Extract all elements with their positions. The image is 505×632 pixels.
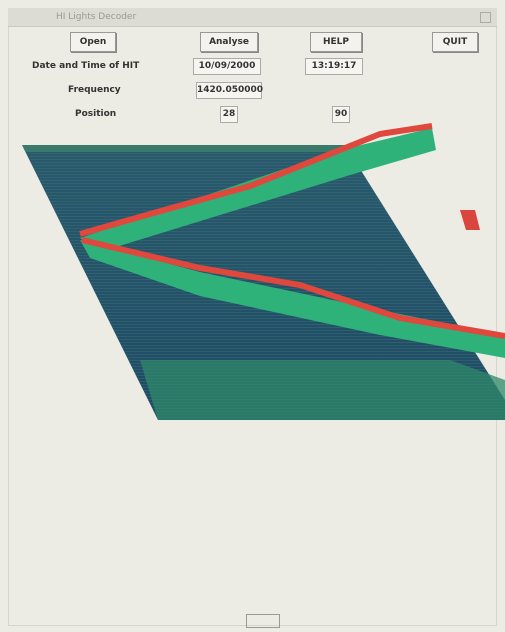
- top-edge: [22, 145, 350, 152]
- noise-band: [140, 360, 505, 420]
- waterfall-plot: [0, 0, 505, 632]
- side-peak: [460, 210, 480, 230]
- status-indicator: [246, 614, 280, 628]
- app-window: HI Lights Decoder Open Analyse HELP QUIT…: [0, 0, 505, 632]
